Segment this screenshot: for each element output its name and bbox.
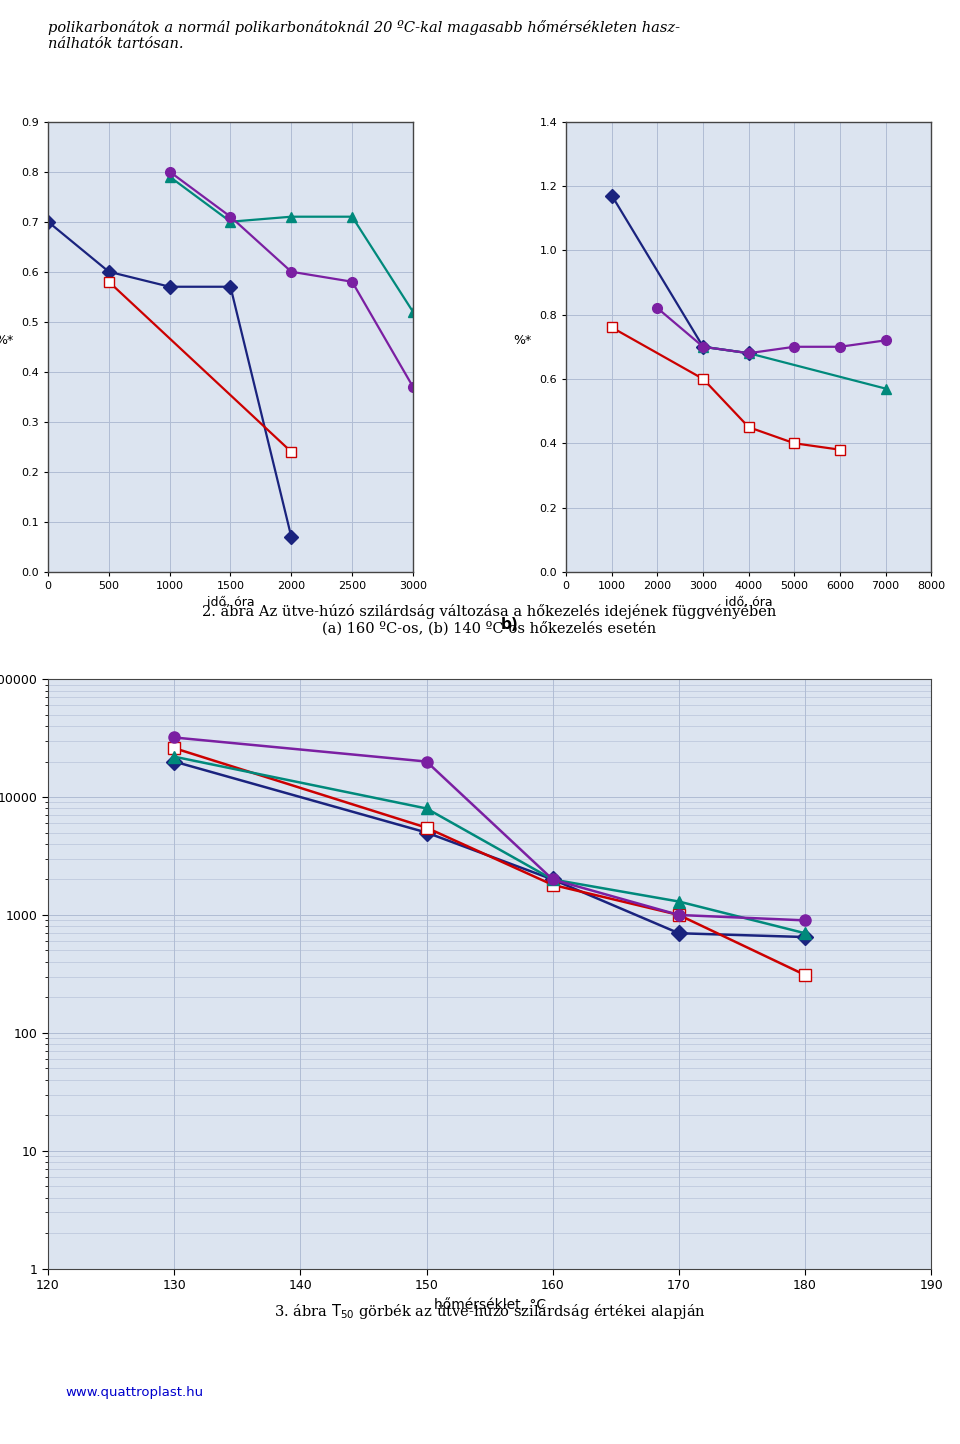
Legend: Lexan 141, BPI PC, Lexan XHT 2141, Lexan XHT 4141: Lexan 141, BPI PC, Lexan XHT 2141, Lexan… xyxy=(571,801,792,838)
Legend: Lexan 141, BPI PC, Lexan XHT 2141, Lexan XHT 4141: Lexan 141, BPI PC, Lexan XHT 2141, Lexan… xyxy=(53,801,274,838)
Y-axis label: %*: %* xyxy=(514,334,532,347)
Text: www.quattroplast.hu: www.quattroplast.hu xyxy=(65,1386,204,1399)
Text: b): b) xyxy=(500,617,518,632)
Text: polikarbonátok a normál polikarbonátoknál 20 ºC-kal magasabb hőmérsékleten hasz-: polikarbonátok a normál polikarbonátokná… xyxy=(48,20,680,51)
X-axis label: idő, óra: idő, óra xyxy=(725,596,773,609)
Y-axis label: %*: %* xyxy=(0,334,13,347)
X-axis label: idő, óra: idő, óra xyxy=(206,596,254,609)
Text: 2. ábra Az ütve-húzó szilárdság változása a hőkezelés idejének függvényében
(a) : 2. ábra Az ütve-húzó szilárdság változás… xyxy=(203,605,777,635)
Text: 3. ábra $\mathrm{T_{50}}$ görbék az ütve-húzó szilárdság értékei alapján: 3. ábra $\mathrm{T_{50}}$ görbék az ütve… xyxy=(274,1302,706,1321)
X-axis label: hőmérséklet, °C: hőmérséklet, °C xyxy=(434,1298,545,1311)
